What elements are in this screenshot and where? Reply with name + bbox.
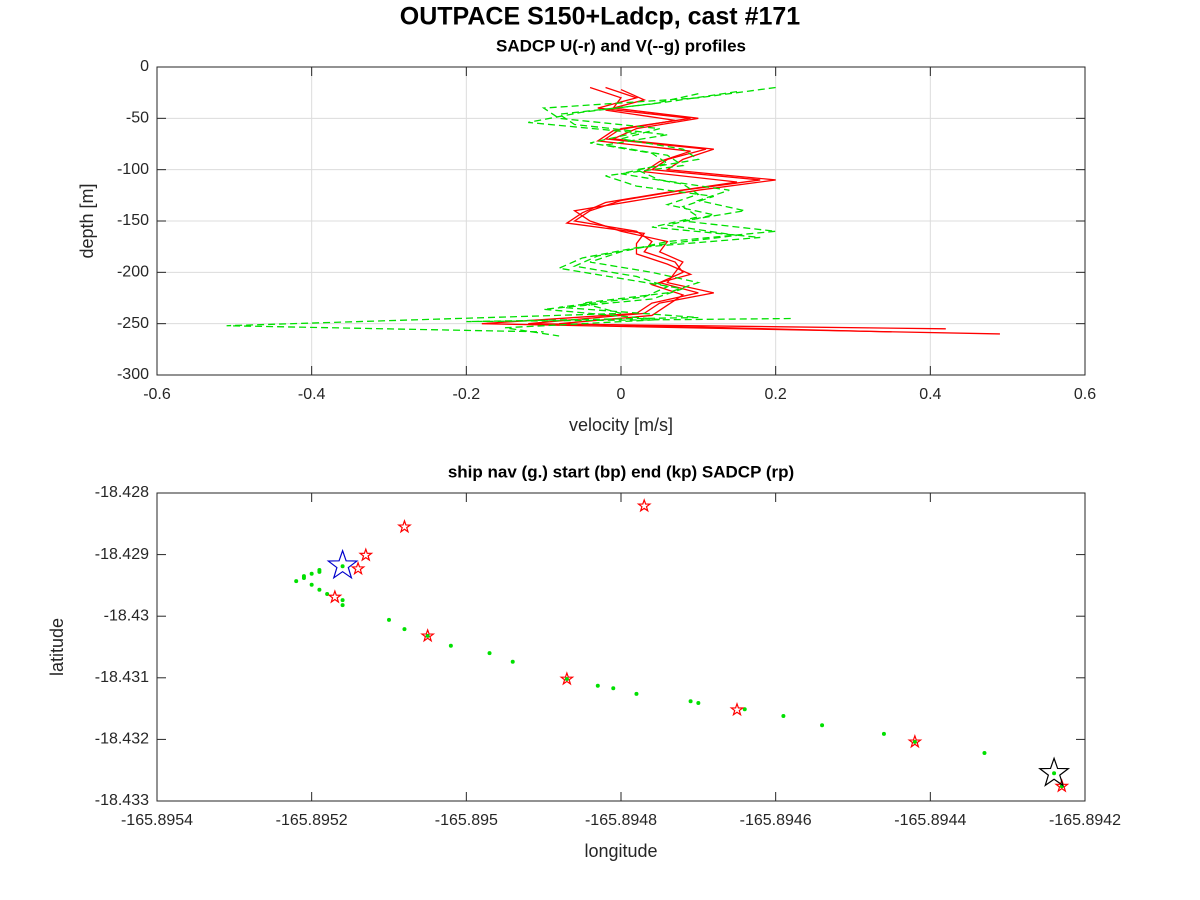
nav-point xyxy=(595,683,600,688)
star-marker xyxy=(350,560,366,576)
star-marker xyxy=(636,498,652,513)
star-marker xyxy=(559,671,575,686)
x-tick-label: 0.4 xyxy=(919,386,941,403)
nav-point xyxy=(402,627,407,632)
nav-point xyxy=(294,579,299,584)
nav-point xyxy=(387,617,391,622)
star-marker xyxy=(327,589,343,604)
x-tick-label: -165.8942 xyxy=(1049,812,1121,829)
x-tick-label: -165.8944 xyxy=(894,812,966,829)
nav-point xyxy=(317,568,322,572)
profile-line xyxy=(504,93,761,337)
y-axis-label: latitude xyxy=(47,618,67,676)
nav-point xyxy=(688,699,693,704)
x-tick-label: -165.8952 xyxy=(276,812,348,829)
x-axis-label: longitude xyxy=(584,841,657,861)
star-marker xyxy=(1038,756,1071,787)
chart-title: ship nav (g.) start (bp) end (kp) SADCP … xyxy=(448,462,794,481)
nav-point xyxy=(340,603,345,608)
y-tick-label: 0 xyxy=(140,58,149,75)
y-tick-label: -150 xyxy=(117,212,149,229)
nav-point xyxy=(820,723,825,728)
y-tick-label: -18.431 xyxy=(95,669,149,686)
star-marker xyxy=(1054,778,1070,793)
star-marker xyxy=(397,519,412,534)
profile-line xyxy=(528,86,946,330)
profile-line xyxy=(559,88,892,333)
nav-point xyxy=(487,651,492,656)
x-tick-label: -0.6 xyxy=(143,386,171,403)
x-tick-label: -165.8948 xyxy=(585,812,657,829)
x-tick-label: -165.8946 xyxy=(740,812,812,829)
nav-point xyxy=(510,659,515,664)
nav-point xyxy=(881,731,886,736)
nav-point xyxy=(696,701,701,706)
x-tick-label: 0 xyxy=(617,386,626,403)
nav-point xyxy=(309,571,314,576)
axes-box xyxy=(156,66,1086,376)
y-tick-label: -18.433 xyxy=(95,792,149,809)
star-marker xyxy=(907,734,923,749)
profile-line xyxy=(466,90,792,323)
nav-point xyxy=(781,713,786,718)
x-axis-label: velocity [m/s] xyxy=(569,415,673,435)
y-tick-label: -200 xyxy=(117,264,149,281)
star-marker xyxy=(729,702,745,717)
y-tick-label: -18.432 xyxy=(95,731,149,748)
profile-line xyxy=(481,86,1000,335)
chart-title: SADCP U(-r) and V(--g) profiles xyxy=(496,36,746,55)
nav-point xyxy=(309,582,314,587)
nav-point xyxy=(1052,771,1057,776)
x-tick-label: 0.2 xyxy=(765,386,787,403)
y-tick-label: -50 xyxy=(126,110,149,127)
x-tick-label: -0.2 xyxy=(453,386,481,403)
nav-point xyxy=(742,707,747,712)
y-tick-label: -250 xyxy=(117,315,149,332)
plot-area xyxy=(157,493,1085,801)
nav-point xyxy=(634,691,639,696)
nav-point xyxy=(564,677,569,682)
nav-point xyxy=(982,750,987,755)
nav-point xyxy=(425,633,430,638)
x-tick-label: -165.895 xyxy=(435,812,498,829)
star-marker xyxy=(326,548,359,580)
y-tick-label: -100 xyxy=(117,161,149,178)
nav-point xyxy=(340,598,345,603)
nav-point xyxy=(912,739,917,744)
y-tick-label: -18.428 xyxy=(95,484,149,501)
x-tick-label: -0.4 xyxy=(298,386,326,403)
star-marker xyxy=(358,547,374,562)
profile-line xyxy=(226,86,776,333)
nav-point xyxy=(301,574,306,579)
y-tick-label: -18.43 xyxy=(104,607,149,624)
y-axis-label: depth [m] xyxy=(77,183,97,258)
nav-point xyxy=(611,686,616,691)
star-marker xyxy=(420,628,436,643)
nav-point xyxy=(340,564,345,569)
axes-box xyxy=(156,492,1086,802)
nav-point xyxy=(317,587,322,592)
x-tick-label: 0.6 xyxy=(1074,386,1096,403)
figure-title: OUTPACE S150+Ladcp, cast #171 xyxy=(400,3,801,31)
y-tick-label: -18.429 xyxy=(95,546,149,563)
x-tick-label: -165.8954 xyxy=(121,812,193,829)
nav-point xyxy=(448,643,453,648)
y-tick-label: -300 xyxy=(117,366,149,383)
